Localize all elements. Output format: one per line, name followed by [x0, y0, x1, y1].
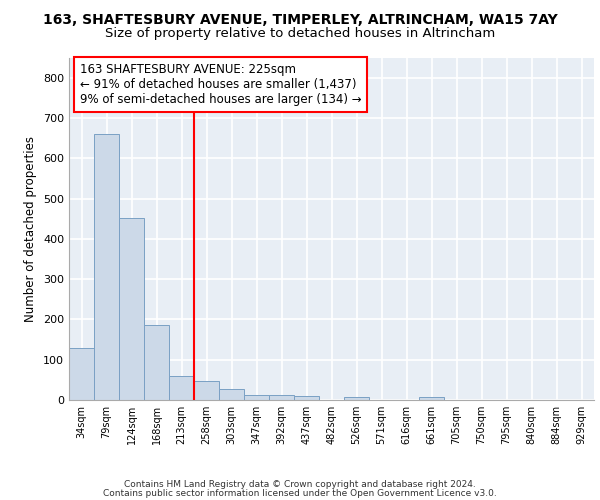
Bar: [269, 395, 294, 400]
Bar: [344, 397, 369, 400]
Bar: [244, 395, 269, 400]
Text: 163, SHAFTESBURY AVENUE, TIMPERLEY, ALTRINCHAM, WA15 7AY: 163, SHAFTESBURY AVENUE, TIMPERLEY, ALTR…: [43, 12, 557, 26]
Text: Contains public sector information licensed under the Open Government Licence v3: Contains public sector information licen…: [103, 488, 497, 498]
Text: 163 SHAFTESBURY AVENUE: 225sqm
← 91% of detached houses are smaller (1,437)
9% o: 163 SHAFTESBURY AVENUE: 225sqm ← 91% of …: [79, 62, 361, 106]
Bar: [144, 326, 169, 400]
Text: Size of property relative to detached houses in Altrincham: Size of property relative to detached ho…: [105, 28, 495, 40]
Bar: [194, 381, 219, 400]
Text: Contains HM Land Registry data © Crown copyright and database right 2024.: Contains HM Land Registry data © Crown c…: [124, 480, 476, 489]
Bar: [94, 134, 119, 400]
Bar: [219, 389, 244, 400]
Bar: [419, 397, 444, 400]
Bar: [169, 376, 194, 400]
Bar: [119, 218, 144, 400]
Bar: [294, 396, 319, 400]
Y-axis label: Number of detached properties: Number of detached properties: [25, 136, 37, 322]
Bar: [69, 348, 94, 400]
